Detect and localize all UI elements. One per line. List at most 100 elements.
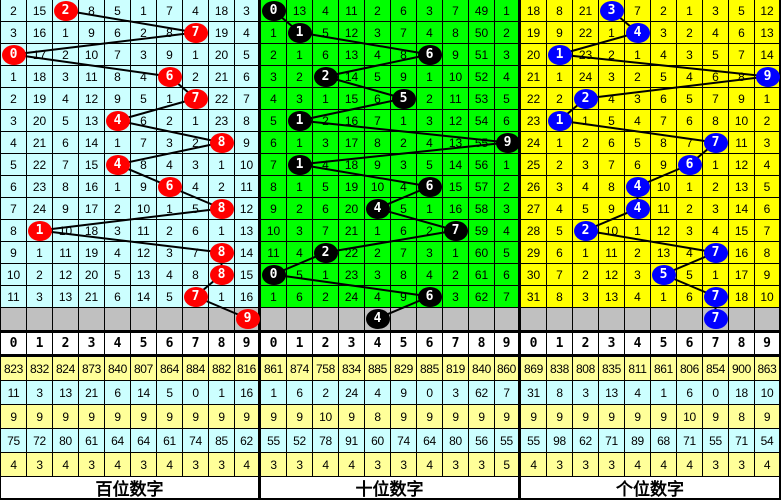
digit-header: 7 <box>183 333 208 354</box>
grid-cell: 4 <box>495 220 518 241</box>
empty-cell <box>755 308 779 330</box>
grid-cell: 10 <box>261 220 286 241</box>
grid-cell: 14 <box>131 286 156 307</box>
grid-cell: 7 <box>261 154 286 175</box>
stat-row-a: 882 <box>209 357 234 380</box>
grid-cell: 1 <box>677 176 702 197</box>
stat-row-e: 5 <box>495 453 518 476</box>
grid-cell: 27 <box>521 198 546 219</box>
grid-cell: 19 <box>339 176 364 197</box>
grid-cell: 6 <box>235 66 258 87</box>
digit-header: 0 <box>521 333 546 354</box>
grid-cell: 8 <box>391 44 416 65</box>
grid-cell: 1 <box>157 88 182 109</box>
grid-cell: 4 <box>417 264 442 285</box>
grid-cell: 13 <box>755 22 779 43</box>
draw-ball: 7 <box>183 22 208 43</box>
empty-cell <box>599 308 624 330</box>
grid-cell: 8 <box>53 176 78 197</box>
grid-cell: 9 <box>261 198 286 219</box>
digit-header: 5 <box>391 333 416 354</box>
draw-ball: 2 <box>573 88 598 109</box>
stat-row-e: 3 <box>599 453 624 476</box>
grid-cell: 6 <box>131 110 156 131</box>
grid-cell: 4 <box>1 132 26 153</box>
grid-cell: 16 <box>339 110 364 131</box>
grid-cell: 3 <box>391 154 416 175</box>
stat-row-e: 4 <box>313 453 338 476</box>
grid-cell: 11 <box>53 242 78 263</box>
grid-cell: 5 <box>417 154 442 175</box>
grid-cell: 5 <box>391 198 416 219</box>
draw-ball: 5 <box>391 88 416 109</box>
digit-header: 6 <box>417 333 442 354</box>
draw-ball: 6 <box>157 66 182 87</box>
grid-cell: 11 <box>79 66 104 87</box>
draw-ball: 9 <box>235 308 260 329</box>
stat-row-c: 9 <box>157 405 182 428</box>
grid-cell: 1 <box>573 110 598 131</box>
grid-cell: 7 <box>131 132 156 153</box>
grid-cell: 4 <box>573 176 598 197</box>
grid-cell: 12 <box>651 220 676 241</box>
draw-ball: 9 <box>495 132 520 153</box>
empty-cell <box>339 308 364 330</box>
grid-cell: 11 <box>599 242 624 263</box>
grid-cell: 22 <box>209 88 234 109</box>
grid-cell: 9 <box>235 132 258 153</box>
grid-cell: 3 <box>287 220 312 241</box>
grid-cell: 13 <box>651 242 676 263</box>
panel-0: 2 15 8 5 1 7 4 18 3 3 16 1 9 6 2 8 19 4 17 2 10 7 3 9 1 20 5 1 18 3 11… <box>0 0 260 500</box>
stat-row-c: 9 <box>755 405 779 428</box>
draw-ball: 0 <box>261 0 286 21</box>
grid-cell: 8 <box>261 176 286 197</box>
grid-cell: 15 <box>235 264 258 285</box>
draw-ball: 2 <box>53 0 78 21</box>
grid-cell: 23 <box>521 110 546 131</box>
stat-row-b: 21 <box>79 381 104 404</box>
grid-cell: 3 <box>573 154 598 175</box>
stat-row-c: 9 <box>547 405 572 428</box>
stat-row-e: 4 <box>53 453 78 476</box>
grid-cell: 1 <box>417 198 442 219</box>
grid-cell: 2 <box>755 110 779 131</box>
draw-ball: 7 <box>703 132 728 153</box>
stat-row-d: 78 <box>313 429 338 452</box>
draw-ball: 5 <box>651 264 676 285</box>
grid-cell: 7 <box>313 220 338 241</box>
grid-cell: 19 <box>209 22 234 43</box>
grid-cell: 9 <box>131 176 156 197</box>
empty-cell <box>53 308 78 330</box>
stat-row-b: 18 <box>729 381 754 404</box>
stat-row-d: 80 <box>53 429 78 452</box>
grid-cell: 10 <box>365 176 390 197</box>
grid-cell: 10 <box>651 176 676 197</box>
stat-row-a: 864 <box>157 357 182 380</box>
grid-cell: 11 <box>443 88 468 109</box>
draw-ball: 2 <box>313 242 338 263</box>
draw-ball: 6 <box>417 176 442 197</box>
grid-cell: 5 <box>1 154 26 175</box>
panel-title: 百位数字 <box>1 477 258 500</box>
grid-cell: 13 <box>729 176 754 197</box>
grid-cell: 13 <box>131 264 156 285</box>
grid-cell: 22 <box>27 154 52 175</box>
grid-cell: 3 <box>235 0 258 21</box>
draw-ball: 0 <box>261 264 286 285</box>
grid-cell: 14 <box>235 242 258 263</box>
grid-cell: 2 <box>703 176 728 197</box>
grid-cell: 2 <box>261 44 286 65</box>
grid-cell: 1 <box>495 0 518 21</box>
grid-cell: 4 <box>157 264 182 285</box>
stat-row-e: 3 <box>443 453 468 476</box>
stat-row-e: 3 <box>573 453 598 476</box>
grid-cell: 12 <box>729 154 754 175</box>
grid-cell: 6 <box>729 22 754 43</box>
grid-cell: 4 <box>625 110 650 131</box>
stat-row-d: 55 <box>521 429 546 452</box>
grid-cell: 3 <box>287 88 312 109</box>
stat-row-b: 24 <box>339 381 364 404</box>
grid-cell: 6 <box>391 0 416 21</box>
empty-cell <box>443 308 468 330</box>
stat-row-c: 9 <box>235 405 258 428</box>
